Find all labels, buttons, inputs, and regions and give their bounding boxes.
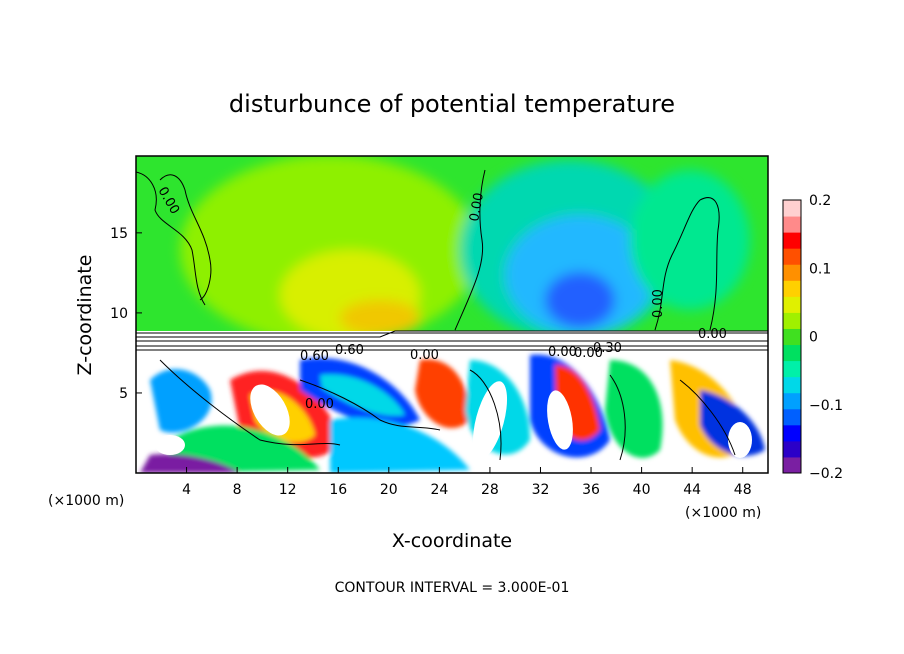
colorbar-frame: [782, 199, 802, 474]
colorbar-ticks: 0.2 0.1 0 −0.1 −0.2: [809, 193, 843, 482]
contour-label: 0.00: [548, 345, 577, 360]
colorbar-swatch: [783, 200, 801, 217]
colorbar-swatch: [783, 248, 801, 265]
contour-line-middle: [454, 169, 486, 331]
colorbar-tick-label: −0.1: [809, 398, 843, 414]
y-tick-label: 10: [110, 306, 128, 322]
x-tick-label: 28: [481, 482, 499, 498]
x-tick-label: 24: [430, 482, 448, 498]
colorbar-swatch: [783, 216, 801, 233]
contour-line-lower-3: [469, 369, 502, 461]
y-tick-label: 5: [119, 386, 128, 402]
turbulent-blob-15: [140, 454, 240, 473]
contour-label: 0.60: [300, 349, 329, 364]
contour-line-lower-1: [159, 359, 341, 446]
cold-core: [545, 272, 615, 328]
contour-label: 0.00: [305, 397, 334, 412]
colorbar-swatch: [783, 376, 801, 394]
colorbar-tick-label: 0.1: [809, 261, 831, 277]
colorbar-swatch: [783, 392, 801, 410]
colorbar-swatch: [783, 440, 801, 458]
colorbar-swatch: [783, 424, 801, 442]
x-tick-label: 4: [182, 482, 191, 498]
contour-label: 0.00: [574, 346, 603, 361]
colorbar: [783, 200, 801, 474]
colorbar-swatch: [783, 344, 801, 362]
turbulent-blob-7: [330, 417, 470, 473]
contour-line-left: [136, 171, 206, 306]
contour-line-lower-4: [609, 374, 626, 461]
contour-line-lower-5: [679, 379, 736, 456]
x-tick-label: 8: [233, 482, 242, 498]
contour-label: 0.30: [593, 341, 622, 356]
x-unit-right: (×1000 m): [685, 505, 761, 521]
right-cyan-region: [630, 170, 750, 310]
turbulent-blob-1: [150, 369, 212, 433]
turbulent-blob-12: [605, 360, 663, 458]
colorbar-swatch: [783, 408, 801, 426]
x-axis-title: X-coordinate: [392, 530, 512, 552]
x-tick-label: 20: [380, 482, 398, 498]
y-axis-ticks: 5 10 15: [110, 226, 142, 402]
white-pocket-4: [728, 422, 752, 458]
colorbar-swatch: [783, 232, 801, 249]
x-unit-left: (×1000 m): [48, 493, 124, 509]
colorbar-tick-label: −0.2: [809, 466, 843, 482]
contour-label: 0.00: [410, 348, 439, 363]
x-tick-label: 40: [633, 482, 651, 498]
colorbar-swatch: [783, 360, 801, 378]
white-pocket-2: [472, 381, 508, 459]
contour-line-right-inner: [654, 199, 701, 331]
colorbar-tick-label: 0.2: [809, 193, 831, 209]
contour-interval-note: CONTOUR INTERVAL = 3.000E-01: [335, 580, 570, 596]
x-tick-label: 32: [532, 482, 550, 498]
colorbar-tick-label: 0: [809, 330, 818, 346]
colorbar-swatch: [783, 264, 801, 281]
contour-line-left-upper: [159, 174, 212, 301]
y-tick-label: 15: [110, 226, 128, 242]
colorbar-swatch: [783, 456, 801, 474]
x-tick-label: 36: [582, 482, 600, 498]
contour-label: 0.00: [467, 192, 487, 223]
x-axis-ticks: 4 8 12 16 20 24 28 32 36 40 44 48: [182, 467, 752, 498]
contour-label: 0.60: [335, 343, 364, 358]
contour-line-lower-2: [299, 379, 441, 431]
turbulent-blob-8: [415, 359, 470, 429]
colorbar-swatch: [783, 280, 801, 297]
heatmap-field: 0.00 0.00 0.00 0.00 0.00 0.60 0.60 0.00 …: [136, 156, 768, 473]
contour-line-right: [699, 197, 720, 331]
contour-label: 0.00: [651, 289, 666, 318]
x-tick-label: 48: [734, 482, 752, 498]
white-pocket-1: [250, 384, 290, 436]
warm-core: [340, 300, 420, 336]
contour-label: 0.00: [698, 327, 727, 342]
x-tick-label: 44: [683, 482, 701, 498]
colorbar-swatch: [783, 296, 801, 313]
y-axis-title: Z-coordinate: [74, 255, 96, 376]
colorbar-swatch: [783, 328, 801, 346]
x-tick-label: 12: [279, 482, 297, 498]
white-pocket-5: [155, 435, 185, 455]
turbulent-blob-6: [320, 374, 405, 416]
plot-frame: [135, 155, 769, 474]
chart-title: disturbunce of potential temperature: [229, 90, 675, 118]
colorbar-swatch: [783, 312, 801, 329]
x-tick-label: 16: [329, 482, 347, 498]
inversion-line-2: [136, 330, 768, 338]
white-pocket-3: [547, 390, 573, 450]
